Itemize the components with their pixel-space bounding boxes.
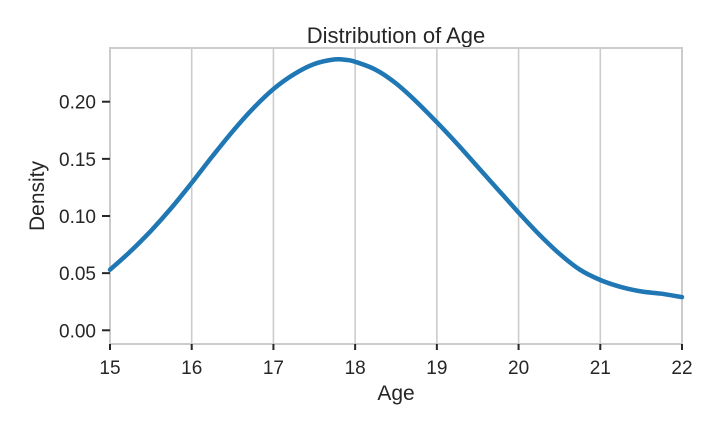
x-axis: 15 16 17 18 19 20 21 22 <box>99 344 693 379</box>
x-tick-label: 15 <box>99 358 120 379</box>
y-axis-label: Density <box>26 160 49 231</box>
y-tick-label: 0.15 <box>59 150 96 171</box>
plot-area <box>107 56 685 300</box>
x-gridlines <box>190 48 602 344</box>
density-line <box>107 56 685 300</box>
y-tick-label: 0.05 <box>59 264 96 285</box>
chart-title: Distribution of Age <box>307 23 486 48</box>
y-tick-label: 0.20 <box>59 93 96 114</box>
x-tick-label: 20 <box>508 358 529 379</box>
x-tick-label: 18 <box>345 358 366 379</box>
y-tick-label: 0.10 <box>59 207 96 228</box>
y-axis: 0.00 0.05 0.10 0.15 0.20 <box>59 93 110 342</box>
x-tick-label: 17 <box>263 358 284 379</box>
x-tick-label: 16 <box>181 358 202 379</box>
x-tick-label: 21 <box>590 358 611 379</box>
y-tick-label: 0.00 <box>59 321 96 342</box>
plot-frame <box>109 47 683 345</box>
x-axis-label: Age <box>377 382 414 405</box>
x-tick-label: 22 <box>671 358 692 379</box>
x-tick-label: 19 <box>426 358 447 379</box>
